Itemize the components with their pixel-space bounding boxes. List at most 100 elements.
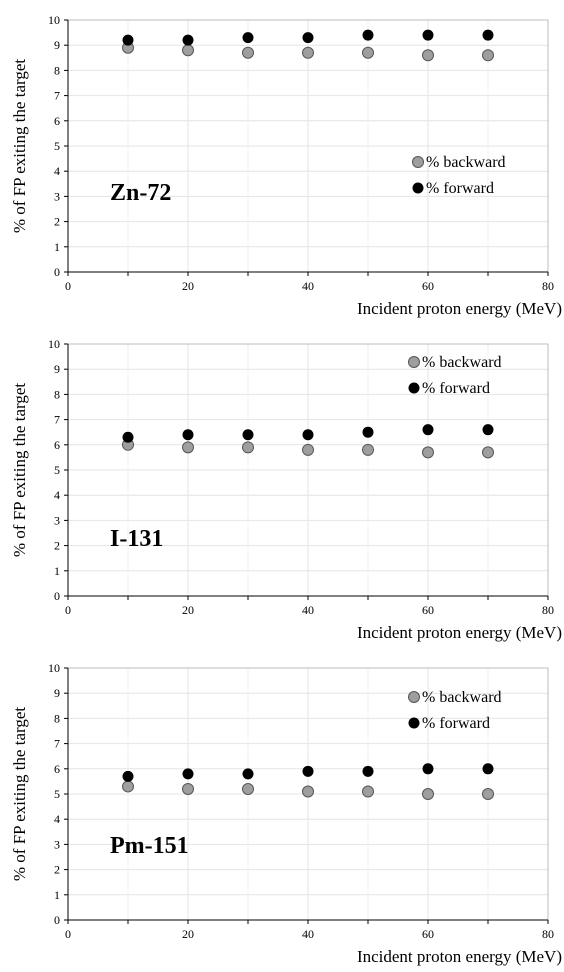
legend-marker bbox=[412, 156, 424, 168]
x-tick-label: 60 bbox=[422, 927, 434, 941]
y-tick-label: 5 bbox=[54, 139, 60, 153]
x-tick-label: 40 bbox=[302, 927, 314, 941]
series-forward bbox=[122, 424, 494, 443]
legend-marker bbox=[408, 691, 420, 703]
data-point bbox=[422, 424, 434, 436]
y-tick-label: 2 bbox=[54, 863, 60, 877]
data-point bbox=[302, 429, 314, 441]
y-tick-label: 3 bbox=[54, 189, 60, 203]
data-point bbox=[122, 770, 134, 782]
series-forward bbox=[122, 29, 494, 46]
data-point bbox=[482, 49, 494, 62]
legend-label: % backward bbox=[422, 689, 502, 706]
data-point bbox=[302, 32, 314, 44]
y-tick-label: 0 bbox=[54, 913, 60, 927]
x-tick-label: 80 bbox=[542, 279, 554, 293]
data-point bbox=[422, 763, 434, 775]
legend-label: % forward bbox=[422, 380, 490, 397]
y-tick-label: 7 bbox=[54, 89, 60, 103]
data-point bbox=[302, 765, 314, 777]
data-point bbox=[242, 46, 254, 59]
x-tick-label: 40 bbox=[302, 279, 314, 293]
x-axis-title: Incident proton energy (MeV) bbox=[357, 623, 562, 642]
data-point bbox=[302, 785, 314, 798]
chart-zn-72: 0 1 2 3 4 5 6 7 8 9 10 0 20 40 60 80 Incident proton ene… bbox=[10, 13, 562, 318]
series-backward bbox=[122, 438, 494, 459]
data-point bbox=[362, 426, 374, 438]
y-tick-label: 5 bbox=[54, 463, 60, 477]
data-point bbox=[362, 443, 374, 456]
y-tick-label: 8 bbox=[54, 711, 60, 725]
y-tick-label: 8 bbox=[54, 387, 60, 401]
data-point bbox=[182, 441, 194, 454]
y-tick-label: 0 bbox=[54, 589, 60, 603]
y-tick-label: 9 bbox=[54, 686, 60, 700]
data-point bbox=[242, 32, 254, 44]
data-point bbox=[422, 29, 434, 41]
x-tick-label: 20 bbox=[182, 279, 194, 293]
legend-marker bbox=[408, 356, 420, 368]
y-axis-title: % of FP exiting the target bbox=[10, 707, 29, 882]
data-point bbox=[482, 446, 494, 459]
legend-label: % backward bbox=[426, 154, 506, 171]
y-tick-label: 1 bbox=[54, 564, 60, 578]
data-point bbox=[482, 29, 494, 41]
x-tick-label: 40 bbox=[302, 603, 314, 617]
data-point bbox=[482, 788, 494, 800]
data-point bbox=[242, 429, 254, 441]
legend-marker bbox=[408, 717, 420, 729]
legend-label: % forward bbox=[426, 180, 494, 197]
legend-label: % forward bbox=[422, 715, 490, 732]
data-point bbox=[422, 446, 434, 459]
x-tick-label: 20 bbox=[182, 603, 194, 617]
data-point bbox=[362, 46, 374, 59]
y-tick-label: 10 bbox=[48, 661, 60, 675]
legend-marker bbox=[408, 382, 420, 394]
y-tick-label: 1 bbox=[54, 888, 60, 902]
y-tick-label: 9 bbox=[54, 38, 60, 52]
x-tick-label: 80 bbox=[542, 603, 554, 617]
x-axis-title: Incident proton energy (MeV) bbox=[357, 947, 562, 966]
y-tick-label: 2 bbox=[54, 539, 60, 553]
data-point bbox=[422, 49, 434, 62]
data-point bbox=[122, 780, 134, 793]
y-tick-label: 6 bbox=[54, 114, 60, 128]
x-tick-label: 80 bbox=[542, 927, 554, 941]
y-axis-title: % of FP exiting the target bbox=[10, 59, 29, 234]
data-point bbox=[182, 34, 194, 46]
y-tick-label: 7 bbox=[54, 737, 60, 751]
y-tick-label: 1 bbox=[54, 240, 60, 254]
x-axis-title: Incident proton energy (MeV) bbox=[357, 299, 562, 318]
data-point bbox=[242, 768, 254, 780]
legend-marker bbox=[412, 182, 424, 194]
data-point bbox=[302, 443, 314, 456]
y-tick-label: 4 bbox=[54, 164, 60, 178]
panel-label: I-131 bbox=[110, 526, 163, 552]
panel-label: Zn-72 bbox=[110, 180, 171, 206]
data-point bbox=[182, 782, 194, 795]
x-tick-label: 60 bbox=[422, 603, 434, 617]
x-tick-label: 20 bbox=[182, 927, 194, 941]
y-tick-label: 4 bbox=[54, 812, 60, 826]
y-tick-label: 3 bbox=[54, 513, 60, 527]
data-point bbox=[182, 44, 194, 57]
x-tick-label: 0 bbox=[65, 279, 71, 293]
x-tick-label: 0 bbox=[65, 927, 71, 941]
x-tick-label: 0 bbox=[65, 603, 71, 617]
data-point bbox=[182, 768, 194, 780]
chart-pm-151: 0 1 2 3 4 5 6 7 8 9 10 0 20 40 60 80 Incident proton ene… bbox=[10, 661, 562, 966]
series-forward bbox=[122, 763, 494, 782]
data-point bbox=[242, 441, 254, 454]
y-tick-label: 0 bbox=[54, 265, 60, 279]
data-point bbox=[482, 424, 494, 436]
data-point bbox=[122, 34, 134, 46]
data-point bbox=[242, 782, 254, 795]
legend-label: % backward bbox=[422, 354, 502, 371]
chart-i-131: 0 1 2 3 4 5 6 7 8 9 10 0 20 40 60 80 Incident proton ene… bbox=[10, 337, 562, 642]
data-point bbox=[362, 765, 374, 777]
data-point bbox=[362, 785, 374, 798]
y-tick-label: 8 bbox=[54, 63, 60, 77]
x-tick-label: 60 bbox=[422, 279, 434, 293]
y-tick-label: 9 bbox=[54, 362, 60, 376]
